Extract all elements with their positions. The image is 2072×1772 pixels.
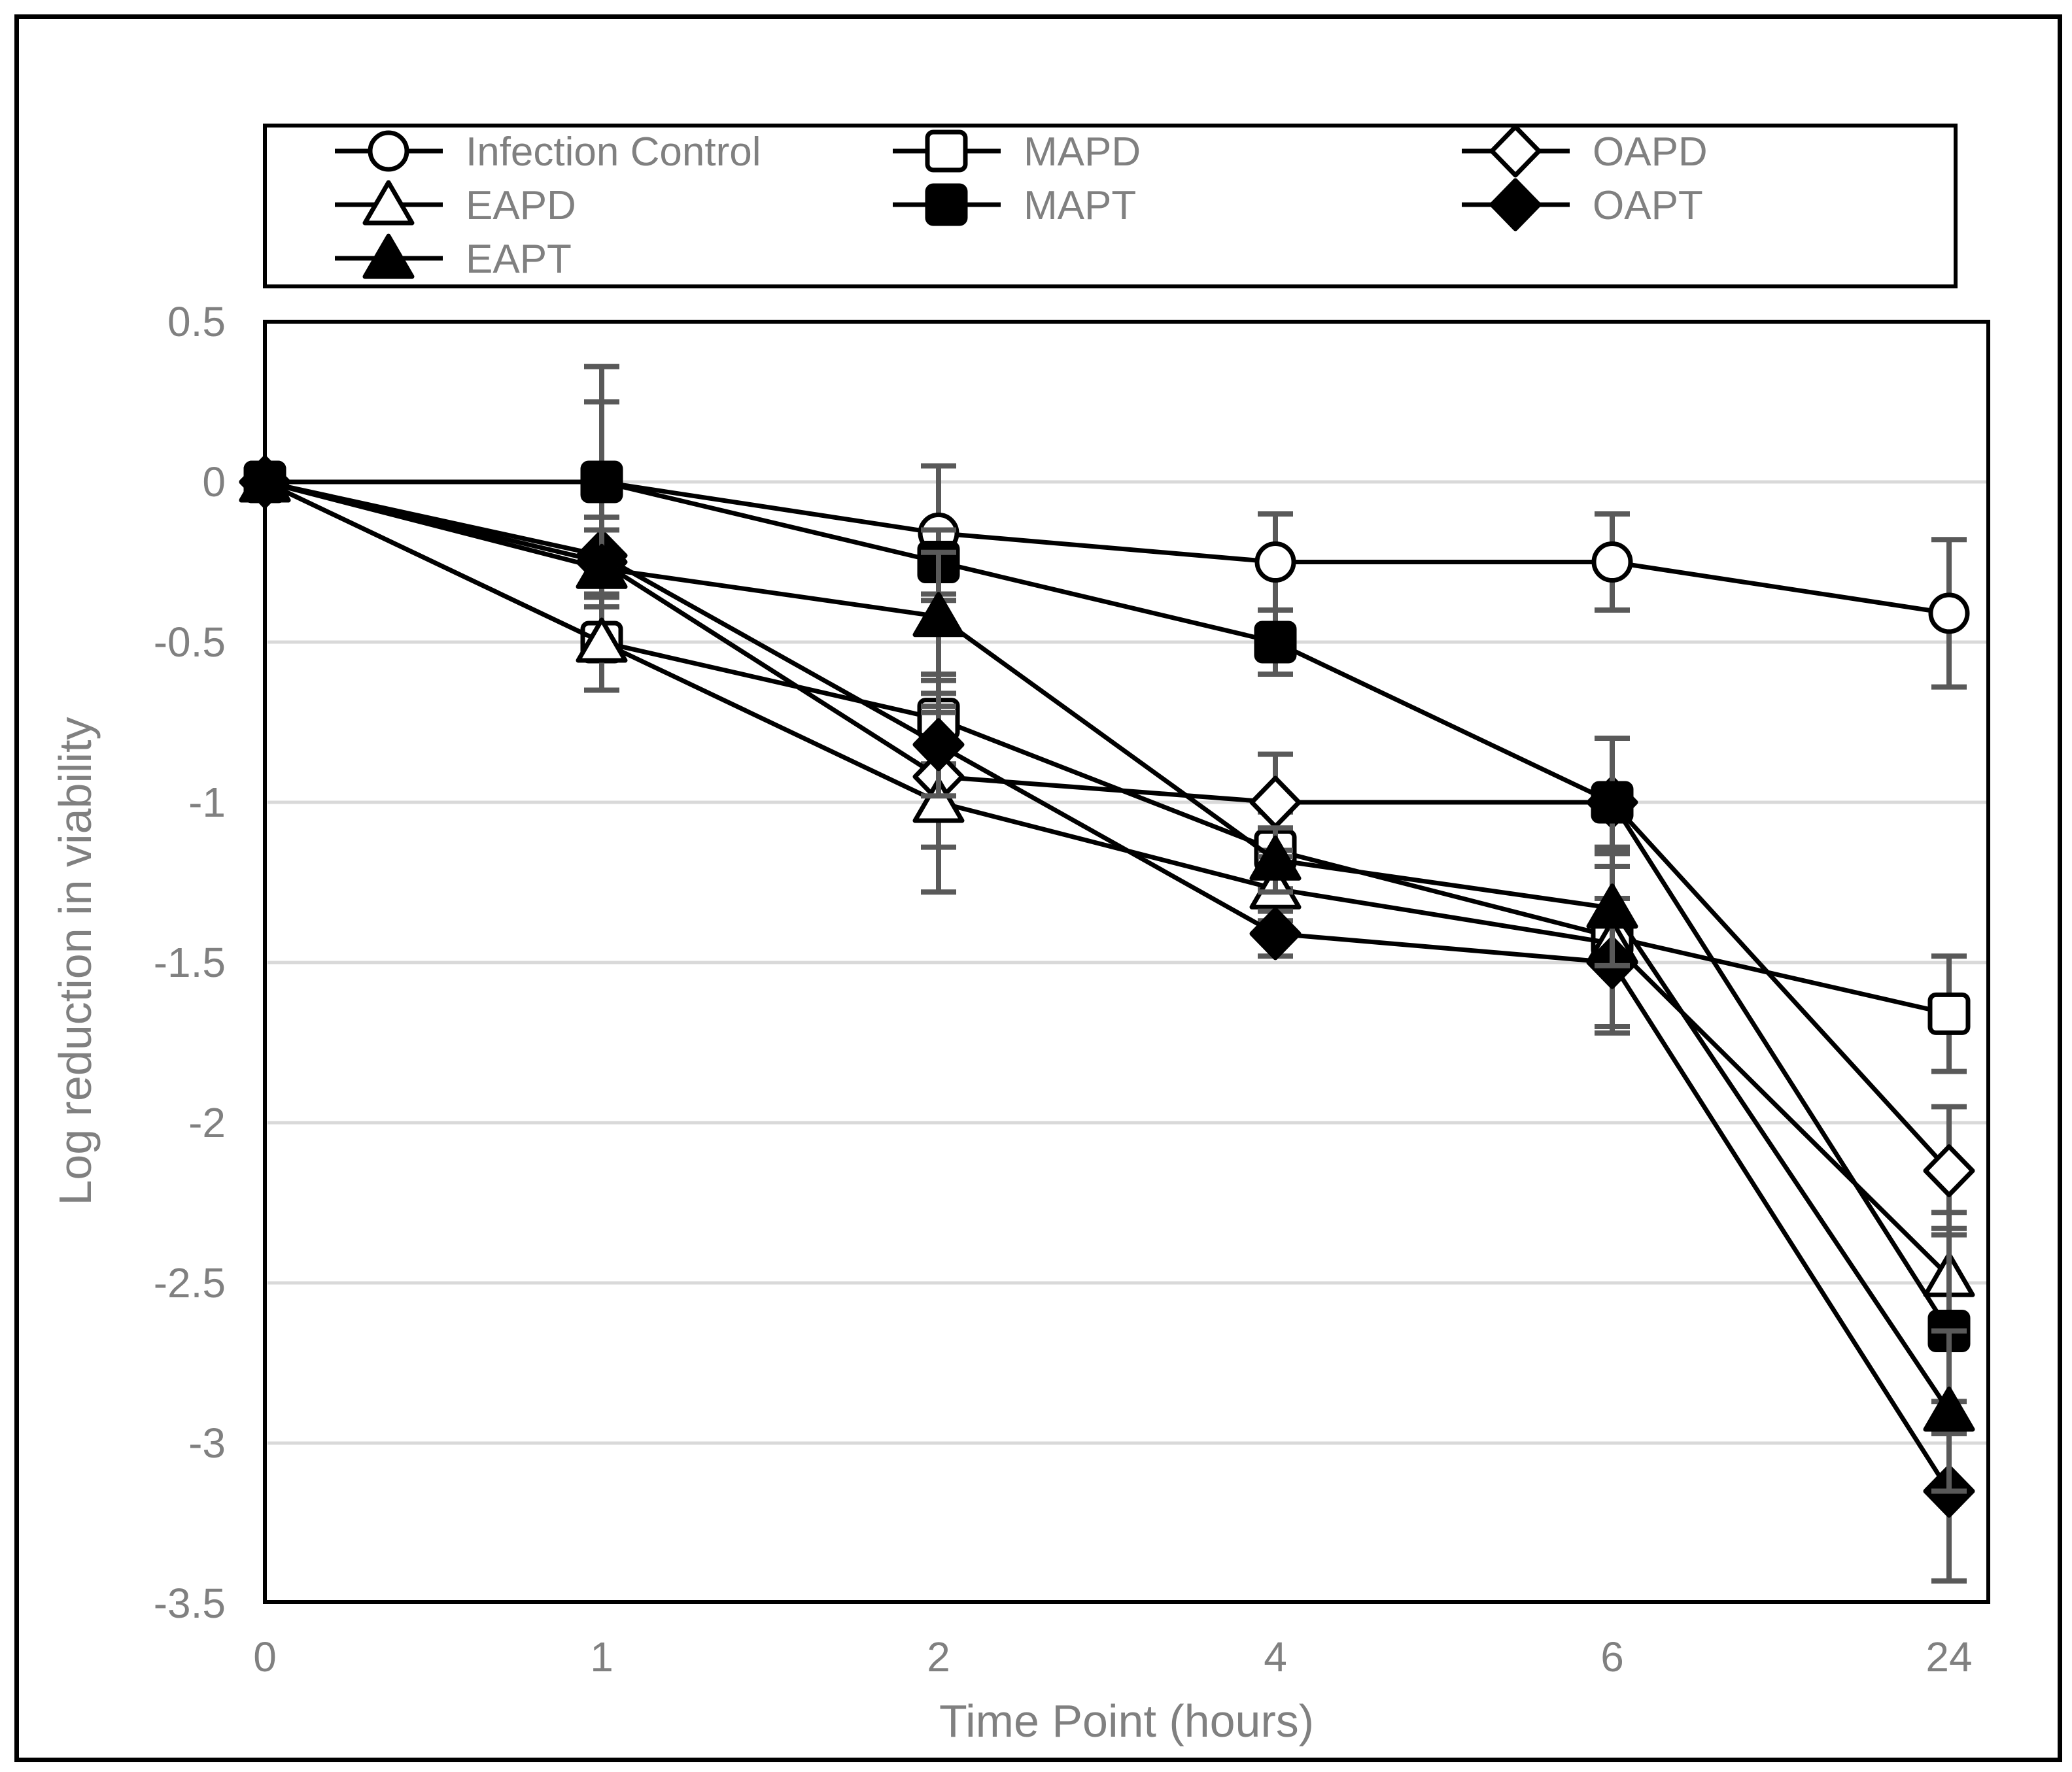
legend-item-MAPT: MAPT <box>893 183 1136 228</box>
legend-marker-OAPD <box>1489 124 1542 178</box>
legend-marker-Infection Control <box>368 130 409 172</box>
y-tick-label: -3 <box>188 1420 226 1467</box>
y-tick-label: 0.5 <box>167 298 226 345</box>
marker-MAPD-x24 <box>1927 992 1971 1035</box>
series-line-OAPT <box>264 479 1951 1493</box>
marker-EAPT-x0 <box>239 457 291 503</box>
plot-border <box>263 320 1990 1604</box>
marker-OAPT-x2 <box>912 718 965 772</box>
legend-marker-MAPD <box>925 129 968 173</box>
legend-label: OAPD <box>1593 129 1708 175</box>
marker-EAPD-x2 <box>912 777 965 823</box>
x-tick-label: 6 <box>1600 1633 1624 1680</box>
legend-label: MAPD <box>1024 129 1141 175</box>
x-tick-label: 24 <box>1925 1633 1972 1680</box>
series-line-EAPT <box>264 479 1951 1412</box>
y-tick-label: -1.5 <box>154 939 226 986</box>
marker-EAPT-x6 <box>1586 883 1638 929</box>
series-line-EAPD <box>264 479 1951 1278</box>
marker-MAPT-x6 <box>1591 781 1634 824</box>
legend-label: MAPT <box>1024 183 1136 228</box>
y-tick-label: -0.5 <box>154 619 226 666</box>
x-tick-label: 0 <box>253 1633 277 1680</box>
x-axis-title: Time Point (hours) <box>939 1695 1315 1746</box>
legend-item-OAPD: OAPD <box>1462 124 1708 178</box>
marker-MAPT-x4 <box>1254 621 1297 664</box>
y-axis-title: Log reduction in viability <box>50 717 101 1206</box>
marker-Infection Control-x4 <box>1254 541 1296 583</box>
x-tick-label: 4 <box>1264 1633 1287 1680</box>
series-line-OAPD <box>264 479 1951 1172</box>
x-tick-label: 2 <box>927 1633 950 1680</box>
marker-OAPD-x4 <box>1249 775 1302 829</box>
legend-item-OAPT: OAPT <box>1462 178 1703 231</box>
y-tick-label: -1 <box>188 779 226 826</box>
marker-EAPT-x24 <box>1923 1386 1975 1432</box>
y-tick-label: 0 <box>202 458 226 505</box>
marker-MAPT-x1 <box>580 460 623 503</box>
marker-OAPD-x24 <box>1923 1144 1975 1197</box>
y-tick-label: -2.5 <box>154 1259 226 1306</box>
legend-label: Infection Control <box>466 129 761 175</box>
legend-box <box>263 124 1958 288</box>
legend-marker-EAPD <box>362 180 415 226</box>
marker-EAPT-x2 <box>912 592 965 638</box>
legend-marker-MAPT <box>925 183 968 226</box>
legend-marker-EAPT <box>362 233 415 279</box>
legend-marker-OAPT <box>1489 178 1542 231</box>
marker-EAPT-x1 <box>576 543 628 589</box>
figure-border <box>14 14 2062 1762</box>
legend-item-Infection Control: Infection Control <box>335 129 761 175</box>
marker-Infection Control-x24 <box>1928 592 1970 634</box>
legend-item-EAPD: EAPD <box>335 180 576 228</box>
legend-item-MAPD: MAPD <box>893 129 1141 175</box>
legend-item-EAPT: EAPT <box>335 233 572 282</box>
series-line-MAPT <box>265 479 1951 1333</box>
legend-label: EAPT <box>466 237 572 282</box>
y-tick-label: -2 <box>188 1099 226 1146</box>
marker-EAPT-x4 <box>1249 835 1302 881</box>
y-tick-label: -3.5 <box>154 1580 226 1627</box>
legend-label: OAPT <box>1593 183 1703 228</box>
marker-EAPD-x1 <box>576 617 628 663</box>
x-tick-label: 1 <box>590 1633 613 1680</box>
marker-Infection Control-x6 <box>1591 541 1633 583</box>
marker-OAPT-x4 <box>1249 907 1302 961</box>
legend-label: EAPD <box>466 183 576 228</box>
